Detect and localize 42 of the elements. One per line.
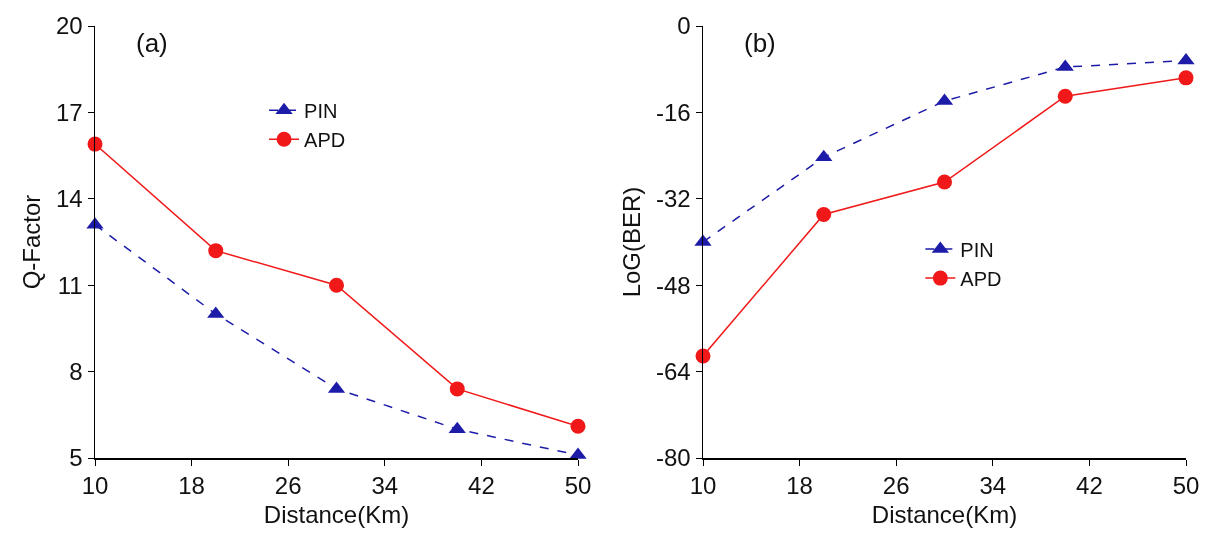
- x-tick-label: 18: [178, 472, 205, 500]
- y-axis-title: Q-Factor: [18, 194, 46, 290]
- x-axis-title: Distance(Km): [263, 501, 410, 529]
- y-tick-label: 20: [56, 12, 83, 40]
- y-tick-label: -32: [656, 185, 691, 213]
- y-tick-label: -64: [656, 358, 691, 385]
- y-tick-label: 11: [57, 271, 83, 299]
- point: [208, 243, 224, 259]
- point: [1057, 88, 1073, 104]
- y-tick-label: -16: [656, 98, 691, 126]
- y-tick-label: 5: [69, 444, 83, 472]
- x-tick-label: 10: [81, 472, 109, 500]
- annotation: (a): [136, 28, 168, 58]
- legend-label: APD: [304, 129, 346, 152]
- x-axis-title: Distance(Km): [871, 501, 1018, 529]
- point: [816, 206, 832, 222]
- x-tick-label: 34: [979, 472, 1007, 500]
- x-tick-label: 34: [371, 472, 399, 500]
- y-tick-label: 17: [56, 98, 83, 126]
- point: [449, 381, 465, 397]
- x-tick-label: 26: [274, 472, 302, 500]
- y-tick-label: 0: [677, 12, 691, 40]
- legend-label: PIN: [304, 100, 338, 123]
- y-tick-label: 8: [69, 358, 83, 385]
- y-axis-title: LoG(BER): [618, 186, 646, 298]
- point: [1178, 70, 1194, 86]
- legend-label: PIN: [960, 238, 994, 261]
- x-tick-label: 42: [468, 472, 495, 500]
- x-tick-label: 50: [564, 472, 592, 500]
- point: [570, 418, 586, 434]
- x-tick-label: 42: [1076, 472, 1103, 500]
- x-tick-label: 26: [882, 472, 910, 500]
- x-tick-label: 18: [786, 472, 813, 500]
- y-tick-label: -80: [656, 444, 691, 472]
- point: [937, 174, 952, 190]
- x-tick-label: 50: [1172, 472, 1200, 500]
- annotation: (b): [744, 28, 776, 58]
- y-tick-label: -48: [656, 271, 691, 299]
- point: [329, 277, 344, 293]
- x-tick-label: 10: [689, 472, 717, 500]
- legend-label: APD: [960, 267, 1002, 290]
- y-tick-label: 14: [56, 185, 83, 213]
